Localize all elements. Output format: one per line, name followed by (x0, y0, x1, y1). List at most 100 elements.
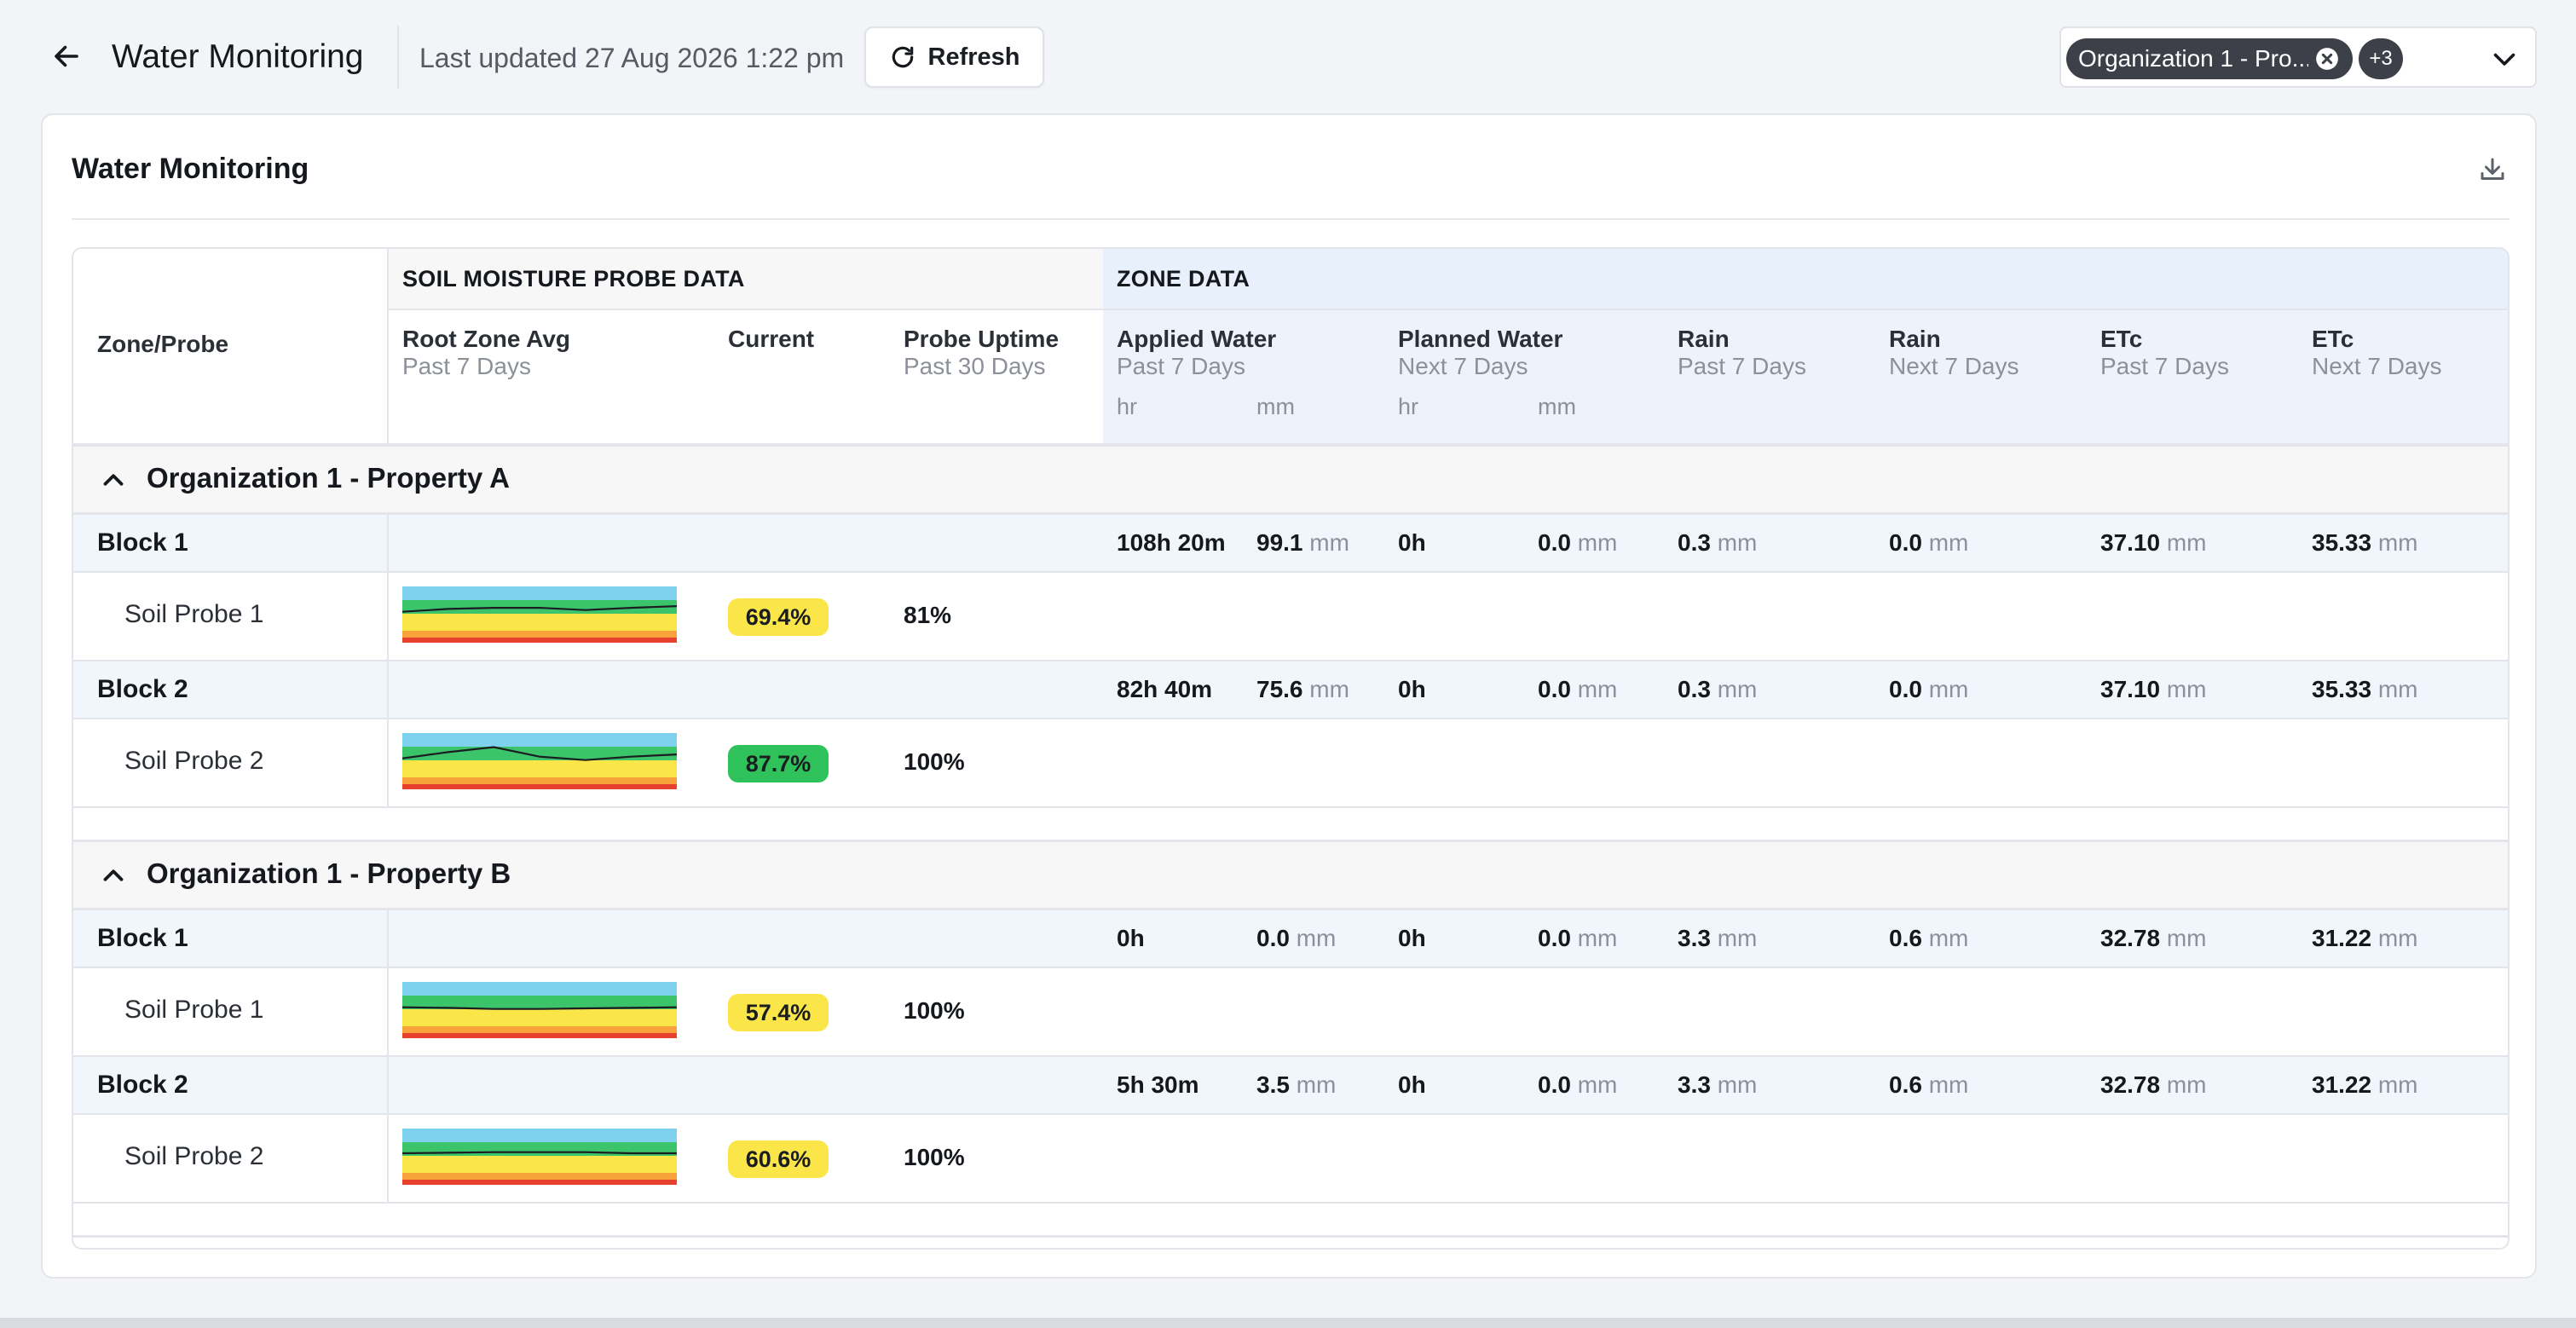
col-root-zone-avg-name: Root Zone Avg (402, 326, 571, 352)
unit-mm: mm (1928, 529, 1969, 556)
applied-mm-value: 0.0 (1256, 925, 1290, 951)
rain-next-value: 0.6 (1889, 1071, 1922, 1098)
band-orange (402, 777, 677, 784)
section-spacer (73, 1204, 2508, 1238)
planned-hr-value: 0h (1398, 676, 1426, 702)
applied-mm-cell: 75.6 mm (1256, 676, 1349, 703)
applied-hr-value: 108h 20m (1117, 529, 1226, 556)
etc-next-cell: 31.22 mm (2312, 925, 2418, 952)
water-monitoring-table: Zone/Probe SOIL MOISTURE PROBE DATA ZONE… (72, 247, 2510, 1250)
applied-mm-cell: 0.0 mm (1256, 925, 1336, 952)
col-rain-past-sub: Past 7 Days (1678, 353, 1806, 379)
unit-mm: mm (1296, 925, 1337, 951)
etc-next-cell: 35.33 mm (2312, 529, 2418, 557)
section-label: Organization 1 - Property B (147, 857, 511, 889)
col-probe-uptime-name: Probe Uptime (904, 326, 1060, 352)
block-name: Block 2 (97, 675, 188, 703)
unit-mm: mm (2166, 925, 2207, 951)
applied-hr-value: 0h (1117, 925, 1145, 951)
unit-mm: mm (1577, 925, 1618, 951)
block-name: Block 1 (97, 528, 188, 557)
refresh-button[interactable]: Refresh (864, 26, 1044, 88)
applied-hr-cell: 0h (1117, 925, 1145, 952)
zone-data-group-header: ZONE DATA (1117, 266, 1250, 292)
planned-hr-cell: 0h (1398, 925, 1426, 952)
probe-row[interactable]: Soil Probe 1 57.4% 100% (73, 968, 2508, 1057)
planned-hr-value: 0h (1398, 925, 1426, 951)
rain-next-cell: 0.6 mm (1889, 1071, 1968, 1099)
rain-next-value: 0.0 (1889, 529, 1922, 556)
unit-mm: mm (1577, 1071, 1618, 1098)
section-property-b[interactable]: Organization 1 - Property B (73, 842, 2508, 910)
col-etc-past-sub: Past 7 Days (2100, 353, 2229, 379)
etc-next-value: 35.33 (2312, 676, 2372, 702)
planned-mm-cell: 0.0 mm (1538, 676, 1617, 703)
col-current[interactable]: Current (728, 326, 814, 353)
col-applied-water[interactable]: Applied Water Past 7 Days (1117, 326, 1276, 380)
band-orange (402, 631, 677, 638)
unit-mm: mm (2377, 529, 2418, 556)
etc-next-value: 31.22 (2312, 1071, 2372, 1098)
col-etc-past[interactable]: ETc Past 7 Days (2100, 326, 2229, 380)
back-button[interactable] (46, 36, 87, 77)
band-blue (402, 733, 677, 747)
rain-past-cell: 3.3 mm (1678, 1071, 1757, 1099)
planned-mm-cell: 0.0 mm (1538, 1071, 1617, 1099)
unit-mm: mm (1577, 529, 1618, 556)
root-zone-sparkline (402, 733, 677, 789)
planned-mm-value: 0.0 (1538, 676, 1571, 702)
col-etc-next[interactable]: ETc Next 7 Days (2312, 326, 2442, 380)
col-rain-next[interactable]: Rain Next 7 Days (1889, 326, 2019, 380)
col-planned-water-sub: Next 7 Days (1398, 353, 1528, 379)
block-row: Block 1 0h 0.0 mm 0h 0.0 mm 3.3 mm 0.6 m… (73, 910, 2508, 968)
probe-uptime-value: 100% (904, 1144, 965, 1170)
section-spacer (73, 808, 2508, 842)
col-probe-uptime[interactable]: Probe Uptime Past 30 Days (904, 326, 1059, 380)
band-red (402, 1180, 677, 1185)
unit-mm: mm (1717, 1071, 1758, 1098)
col-root-zone-avg[interactable]: Root Zone Avg Past 7 Days (402, 326, 570, 380)
applied-mm-cell: 3.5 mm (1256, 1071, 1336, 1099)
root-zone-sparkline (402, 586, 677, 643)
unit-mm: mm (1309, 676, 1349, 702)
probe-row[interactable]: Soil Probe 1 69.4% 81% (73, 573, 2508, 661)
chevron-down-icon[interactable] (2489, 43, 2520, 74)
download-button[interactable] (2472, 149, 2513, 190)
applied-hr-cell: 82h 40m (1117, 676, 1212, 703)
unit-mm: mm (2377, 1071, 2418, 1098)
etc-past-value: 37.10 (2100, 529, 2161, 556)
sparkline-trend-line (402, 1006, 677, 1010)
planned-hr-cell: 0h (1398, 1071, 1426, 1099)
sparkline-trend-line (402, 746, 677, 761)
etc-past-value: 32.78 (2100, 1071, 2161, 1098)
chevron-up-icon[interactable] (97, 464, 130, 496)
root-zone-sparkline (402, 982, 677, 1038)
rain-past-value: 0.3 (1678, 676, 1711, 702)
close-circle-icon[interactable] (2315, 47, 2339, 71)
col-planned-water[interactable]: Planned Water Next 7 Days (1398, 326, 1562, 380)
unit-mm: mm (1717, 925, 1758, 951)
probe-row[interactable]: Soil Probe 2 87.7% 100% (73, 719, 2508, 808)
col-probe-uptime-sub: Past 30 Days (904, 353, 1046, 379)
property-filter-select[interactable]: Organization 1 - Pro... +3 (2059, 26, 2537, 88)
unit-mm: mm (2166, 1071, 2207, 1098)
col-rain-past[interactable]: Rain Past 7 Days (1678, 326, 1806, 380)
download-icon (2481, 158, 2504, 180)
planned-hr-unit: hr (1398, 394, 1419, 419)
planned-mm-value: 0.0 (1538, 1071, 1571, 1098)
unit-mm: mm (1296, 1071, 1337, 1098)
probe-uptime-value: 100% (904, 748, 965, 775)
etc-next-cell: 35.33 mm (2312, 676, 2418, 703)
more-filters-badge[interactable]: +3 (2359, 38, 2403, 79)
section-property-a[interactable]: Organization 1 - Property A (73, 447, 2508, 515)
chevron-up-icon[interactable] (97, 859, 130, 892)
probe-name: Soil Probe 2 (124, 1142, 264, 1170)
applied-mm-cell: 99.1 mm (1256, 529, 1349, 557)
header-left-border (387, 249, 389, 443)
col-root-zone-avg-sub: Past 7 Days (402, 353, 531, 379)
rain-next-cell: 0.0 mm (1889, 676, 1968, 703)
probe-row[interactable]: Soil Probe 2 60.6% 100% (73, 1115, 2508, 1204)
etc-next-value: 31.22 (2312, 925, 2372, 951)
col-applied-water-sub: Past 7 Days (1117, 353, 1245, 379)
column-divider (387, 661, 389, 719)
